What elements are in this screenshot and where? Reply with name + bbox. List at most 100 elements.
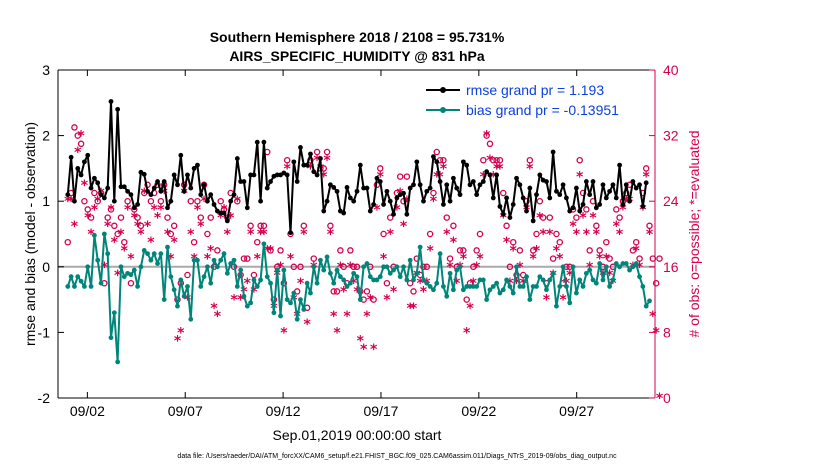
obs-possible-point (529, 247, 537, 254)
bias-point (427, 284, 433, 289)
obs-evaluated-point: * (643, 170, 651, 186)
bias-point (457, 264, 463, 270)
rmse-point (643, 180, 649, 186)
obs-evaluated-point: * (533, 243, 541, 259)
obs-evaluated-point: * (121, 243, 129, 259)
obs-possible-point (340, 263, 347, 271)
bias-point (554, 303, 559, 309)
x-tick-label: 09/02 (70, 403, 105, 419)
obs-evaluated-point: * (187, 227, 195, 243)
obs-evaluated-point: * (260, 227, 268, 243)
bias-point (168, 274, 174, 280)
y2-tick-label: 0 (663, 390, 671, 406)
rmse-point (560, 182, 566, 188)
bias-point (437, 251, 443, 257)
obs-evaluated-point: * (167, 252, 175, 268)
rmse-point (95, 180, 101, 186)
bias-point (377, 274, 383, 280)
bias-point (633, 261, 639, 266)
bias-point (351, 270, 357, 276)
obs-evaluated-point: * (387, 227, 395, 243)
x-tick-label: 09/27 (559, 403, 594, 419)
obs-evaluated-point: * (589, 211, 597, 227)
bias-point (131, 267, 137, 273)
rmse-point (460, 159, 466, 165)
rmse-point (198, 192, 204, 198)
rmse-point (607, 188, 613, 194)
rmse-point (377, 179, 383, 184)
rmse-point (583, 179, 589, 184)
obs-possible-point (486, 140, 494, 148)
bias-point (441, 284, 446, 289)
bias-point (85, 264, 91, 270)
obs-possible-point (190, 238, 198, 246)
bias-point (291, 290, 297, 296)
bias-point (188, 316, 194, 322)
y2-tick-label: 16 (663, 259, 679, 275)
bias-point (590, 277, 596, 283)
bias-point (480, 277, 486, 283)
bias-point (364, 261, 370, 266)
obs-possible-point (656, 255, 663, 262)
bias-point (387, 270, 393, 276)
bias-point (78, 278, 84, 284)
bias-point (72, 284, 77, 289)
obs-evaluated-point: * (254, 252, 262, 268)
rmse-point (424, 188, 430, 194)
obs-evaluated-point: * (277, 260, 285, 276)
bias-point (284, 297, 290, 302)
obs-evaluated-point: * (460, 252, 468, 268)
obs-possible-point (383, 279, 391, 287)
rmse-point (590, 179, 596, 184)
obs-possible-point (476, 230, 484, 238)
obs-possible-point (323, 148, 331, 156)
x-tick-label: 09/12 (266, 403, 301, 419)
obs-evaluated-point: * (131, 211, 139, 227)
obs-evaluated-point: * (284, 161, 292, 177)
bias-point (178, 277, 184, 283)
rmse-point (573, 185, 579, 191)
rmse-point (487, 172, 493, 178)
bias-point (474, 284, 480, 289)
obs-possible-point (516, 247, 524, 254)
obs-possible-point (127, 279, 135, 287)
obs-evaluated-point: * (400, 219, 408, 235)
obs-possible-point (443, 214, 450, 221)
rmse-point (441, 202, 446, 207)
bias-point (248, 300, 254, 306)
obs-possible-point (583, 206, 590, 213)
rmse-point (600, 182, 606, 188)
bias-point (161, 297, 167, 302)
obs-possible-point (297, 263, 304, 271)
rmse-point (434, 159, 440, 165)
bias-point (477, 277, 483, 283)
obs-possible-point (84, 206, 91, 213)
rmse-point (364, 185, 370, 191)
rmse-point (427, 185, 433, 191)
rmse-point (68, 154, 74, 160)
obs-evaluated-point: * (184, 293, 192, 309)
rmse-point (88, 185, 94, 191)
rmse-point (234, 156, 240, 161)
bias-point (617, 264, 622, 270)
obs-possible-point (327, 222, 334, 230)
rmse-point (78, 172, 84, 178)
bias-point (145, 251, 150, 257)
rmse-point (231, 192, 237, 198)
obs-evaluated-point: * (101, 260, 109, 276)
rmse-point (637, 182, 642, 188)
rmse-point (534, 192, 539, 198)
bias-point (640, 284, 646, 289)
rmse-point (254, 139, 260, 145)
obs-evaluated-point: * (553, 243, 561, 259)
rmse-point (537, 172, 543, 178)
rmse-point (457, 192, 463, 198)
obs-evaluated-point: * (227, 211, 235, 227)
obs-evaluated-point: * (94, 194, 102, 210)
bias-point (347, 280, 353, 286)
bias-point (520, 284, 526, 289)
y-tick-label: -1 (38, 324, 51, 340)
bias-point (371, 277, 377, 283)
rmse-point (324, 198, 330, 204)
